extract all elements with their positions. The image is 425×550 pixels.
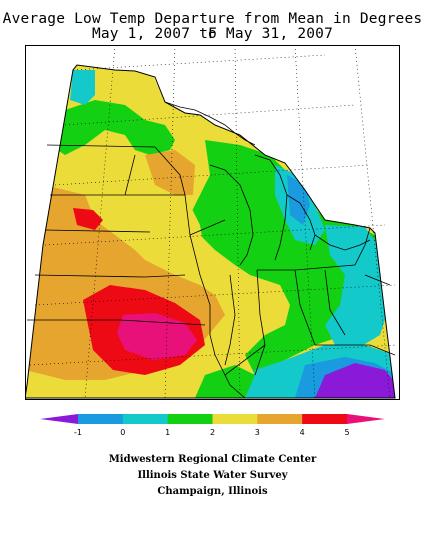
temperature-field [25,65,395,398]
graticule [29,45,398,399]
map-date-range: May 1, 2007 to May 31, 2007 [91,26,334,42]
credit-organization: Midwestern Regional Climate Center [108,454,317,465]
map-border [25,45,400,400]
domain-outline [25,64,396,399]
legend-tick-label: 5 [344,428,349,437]
legend-tick-label: -1 [74,428,82,437]
legend-arrow-high [347,414,385,424]
legend-arrow-low [40,414,78,424]
color-legend: -10123456 [40,414,385,437]
great-lakes-outlines [164,101,371,266]
legend-bar [40,414,385,424]
legend-tick-label: 2 [210,428,215,437]
temperature-departure-map [25,45,400,400]
legend-swatch [212,414,258,424]
legend-tick-label: 4 [300,428,305,437]
state-borders [27,64,396,399]
legend-swatch [257,414,303,424]
credit-agency: Illinois State Water Survey [137,470,288,481]
no-data-region [77,45,370,228]
legend-tick-label: 0 [120,428,125,437]
legend-swatch [122,414,169,424]
map-title: Average Low Temp Departure from Mean in … [2,11,423,42]
legend-tick-label: 3 [255,428,260,437]
legend-tick-label: 1 [165,428,170,437]
credit-location: Champaign, Illinois [157,486,268,497]
legend-tick-labels: -10123456 [74,428,350,437]
legend-swatch [167,414,213,424]
legend-swatch [302,414,348,424]
legend-swatch [78,414,124,424]
